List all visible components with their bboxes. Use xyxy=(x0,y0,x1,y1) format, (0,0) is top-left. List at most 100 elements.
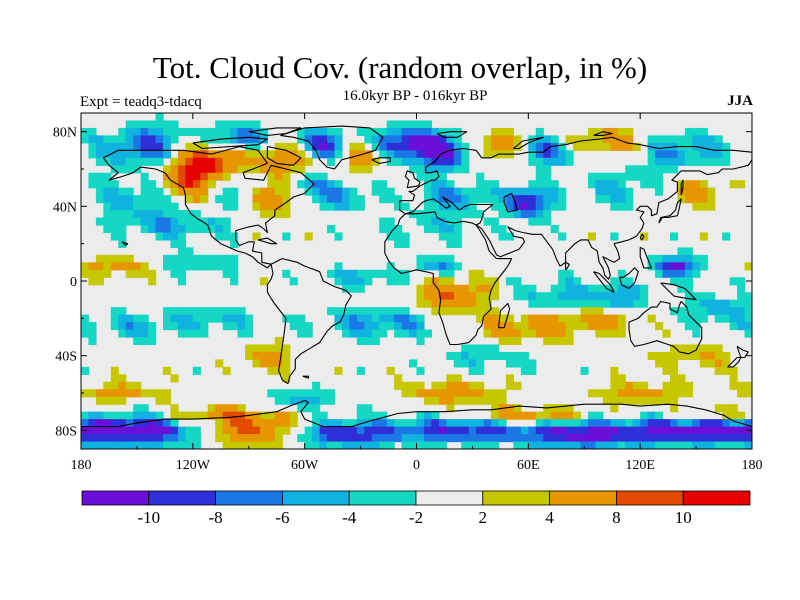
field-cell xyxy=(446,277,455,286)
field-cell xyxy=(379,411,388,420)
field-cell xyxy=(148,337,157,346)
field-cell xyxy=(133,210,142,219)
field-cell xyxy=(722,366,731,375)
field-cell xyxy=(535,157,544,166)
field-cell xyxy=(468,277,477,286)
field-cell xyxy=(222,366,231,375)
field-cell xyxy=(364,419,373,428)
field-cell xyxy=(483,351,492,360)
field-cell xyxy=(416,135,425,144)
field-cell xyxy=(185,254,194,263)
field-cell xyxy=(692,299,701,308)
field-cell xyxy=(118,307,127,316)
field-cell xyxy=(125,165,134,174)
field-cell xyxy=(237,329,246,338)
field-cell xyxy=(632,441,641,449)
field-cell xyxy=(699,150,708,159)
field-cell xyxy=(483,322,492,331)
field-cell xyxy=(684,419,693,428)
field-cell xyxy=(423,135,433,144)
field-cell xyxy=(528,322,537,331)
field-cell xyxy=(327,396,336,405)
field-cell xyxy=(669,351,679,360)
field-cell xyxy=(297,434,306,443)
field-cell xyxy=(163,232,172,241)
field-cell xyxy=(200,254,209,263)
field-cell xyxy=(148,210,157,219)
field-cell xyxy=(491,150,500,159)
field-cell xyxy=(438,172,447,181)
field-cell xyxy=(118,142,127,151)
field-cell xyxy=(714,359,723,368)
field-cell xyxy=(409,165,418,174)
field-cell xyxy=(513,381,522,390)
field-cell xyxy=(543,157,552,166)
field-cell xyxy=(289,165,298,174)
field-cell xyxy=(416,120,425,129)
field-cell xyxy=(185,426,194,435)
field-cell xyxy=(155,389,164,398)
field-cell xyxy=(207,165,216,174)
field-cell xyxy=(222,411,231,420)
field-cell xyxy=(177,254,186,263)
field-cell xyxy=(140,269,149,278)
field-cell xyxy=(498,329,507,338)
field-cell xyxy=(491,344,500,353)
field-cell xyxy=(550,441,559,449)
field-cell xyxy=(110,314,119,323)
field-cell xyxy=(602,187,611,196)
field-cell xyxy=(505,127,515,136)
field-cell xyxy=(483,434,492,443)
field-cell xyxy=(595,426,604,435)
field-cell xyxy=(558,434,567,443)
field-cell xyxy=(550,135,559,144)
field-cell xyxy=(185,210,194,219)
field-cell xyxy=(267,366,276,375)
field-cell xyxy=(528,142,537,151)
lat-tick-label: 0 xyxy=(70,275,77,290)
field-cell xyxy=(230,165,239,174)
field-cell xyxy=(655,142,664,151)
field-cell xyxy=(394,239,403,248)
field-cell xyxy=(282,344,291,353)
field-cell xyxy=(401,157,410,166)
field-cell xyxy=(468,381,477,390)
field-cell xyxy=(528,284,537,293)
field-cell xyxy=(304,172,313,181)
field-cell xyxy=(409,434,418,443)
field-cell xyxy=(230,232,239,241)
field-cell xyxy=(491,441,500,449)
field-cell xyxy=(88,135,97,144)
field-cell xyxy=(543,329,552,338)
field-cell xyxy=(81,411,90,420)
field-cell xyxy=(222,127,231,136)
field-cell xyxy=(491,292,500,301)
field-cell xyxy=(446,142,455,151)
field-cell xyxy=(677,284,686,293)
field-cell xyxy=(453,195,462,204)
field-cell xyxy=(230,269,239,278)
field-cell xyxy=(483,142,492,151)
field-cell xyxy=(401,426,410,435)
field-cell xyxy=(520,434,529,443)
field-cell xyxy=(177,150,186,159)
field-cell xyxy=(237,434,246,443)
field-cell xyxy=(312,411,321,420)
field-cell xyxy=(334,366,343,375)
field-cell xyxy=(617,195,626,204)
field-cell xyxy=(520,351,529,360)
field-cell xyxy=(148,195,157,204)
lat-tick-label: 40S xyxy=(55,350,77,365)
field-cell xyxy=(558,277,567,286)
field-cell xyxy=(364,411,373,420)
field-cell xyxy=(684,254,693,263)
field-cell xyxy=(431,396,440,405)
field-cell xyxy=(684,292,693,301)
field-cell xyxy=(245,142,254,151)
field-cell xyxy=(304,180,313,189)
field-cell xyxy=(416,142,425,151)
field-cell xyxy=(461,299,470,308)
field-cell xyxy=(304,187,313,196)
field-cell xyxy=(476,187,485,196)
field-cell xyxy=(394,202,403,211)
